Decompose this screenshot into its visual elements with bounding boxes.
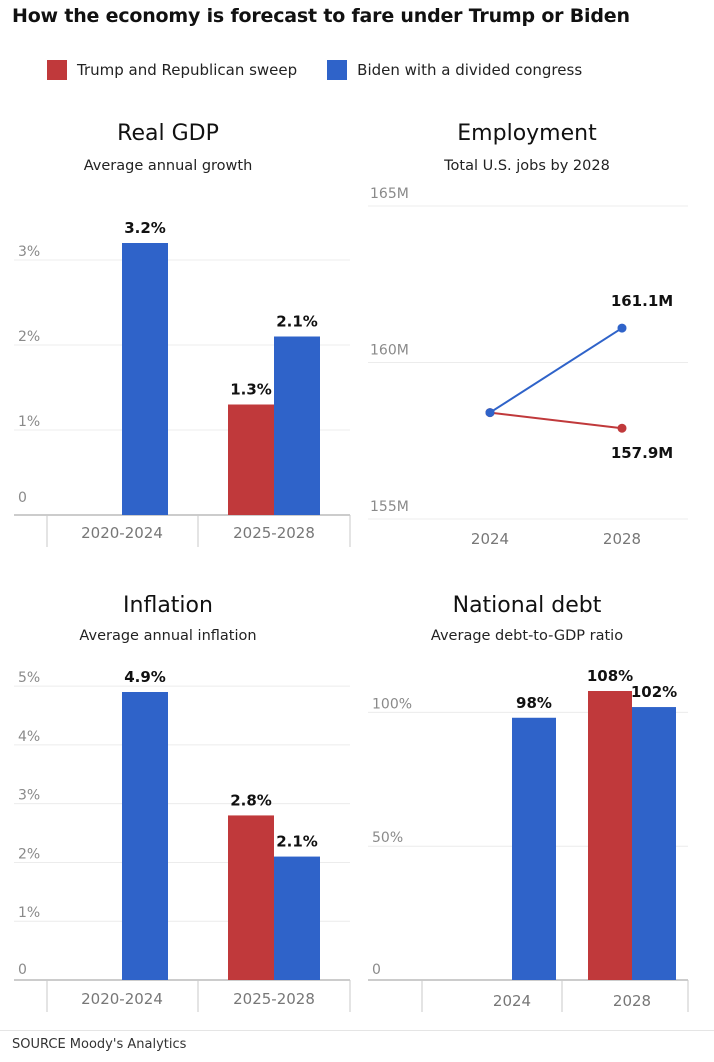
chart4-bar <box>632 707 676 980</box>
chart2-series-line <box>489 411 623 430</box>
chart3-subtitle: Average annual inflation <box>79 628 256 644</box>
legend-label-trump: Trump and Republican sweep <box>77 61 298 79</box>
chart3-bar <box>274 856 320 980</box>
chart3-category-label: 2025-2028 <box>233 990 315 1008</box>
chart4-ytick-label: 50% <box>372 830 403 846</box>
chart3-data-label: 2.8% <box>230 791 272 809</box>
chart2-title: Employment <box>457 121 597 146</box>
chart2-end-label: 161.1M <box>611 292 673 310</box>
footer-divider <box>0 1030 714 1031</box>
chart2-xtick-label: 2024 <box>471 530 509 548</box>
chart1-ytick-label: 3% <box>18 244 40 260</box>
chart1-category-label: 2020-2024 <box>81 524 163 542</box>
chart2-ytick-label: 165M <box>370 186 409 202</box>
chart4-title: National debt <box>453 593 602 618</box>
chart2-point <box>617 323 627 333</box>
chart1-ytick-label: 0 <box>18 490 27 506</box>
chart3-data-label: 2.1% <box>276 833 318 851</box>
chart1-title: Real GDP <box>117 121 219 146</box>
legend-label-biden: Biden with a divided congress <box>357 61 583 79</box>
page-title: How the economy is forecast to fare unde… <box>12 5 630 27</box>
legend: Trump and Republican sweep Biden with a … <box>47 60 612 80</box>
chart3-ytick-label: 0 <box>18 962 27 978</box>
chart2-end-label: 157.9M <box>611 444 673 462</box>
chart4-bar <box>512 717 556 980</box>
chart4-ytick-label: 0 <box>372 962 381 978</box>
legend-item-trump: Trump and Republican sweep <box>47 60 297 80</box>
chart4-data-label: 102% <box>631 683 677 701</box>
chart1-category-label: 2025-2028 <box>233 524 315 542</box>
chart2-subtitle: Total U.S. jobs by 2028 <box>443 158 610 174</box>
chart1-ytick-label: 1% <box>18 414 40 430</box>
chart3-category-label: 2020-2024 <box>81 990 163 1008</box>
chart3-title: Inflation <box>123 593 213 618</box>
chart1-bar <box>228 404 274 515</box>
chart3-ytick-label: 1% <box>18 905 40 921</box>
chart4-subtitle: Average debt-to-GDP ratio <box>431 628 623 644</box>
legend-item-biden: Biden with a divided congress <box>327 60 582 80</box>
chart1-subtitle: Average annual growth <box>84 158 253 174</box>
chart1-bar <box>274 336 320 515</box>
chart4-category-label: 2028 <box>613 992 651 1010</box>
chart2-point <box>617 423 627 433</box>
legend-swatch-trump <box>47 60 67 80</box>
chart1-data-label: 3.2% <box>124 219 166 237</box>
chart3-ytick-label: 3% <box>18 788 40 804</box>
chart2-xtick-label: 2028 <box>603 530 641 548</box>
chart3-ytick-label: 2% <box>18 846 40 862</box>
chart1-data-label: 1.3% <box>230 381 272 399</box>
chart2-point <box>485 408 495 418</box>
chart3-bar <box>228 815 274 980</box>
chart2-ytick-label: 160M <box>370 343 409 359</box>
chart3-ytick-label: 4% <box>18 729 40 745</box>
chart1-ytick-label: 2% <box>18 329 40 345</box>
chart4-data-label: 98% <box>516 694 552 712</box>
source-note: SOURCE Moody's Analytics <box>12 1037 187 1052</box>
chart3-data-label: 4.9% <box>124 668 166 686</box>
chart3-bar <box>122 692 168 980</box>
chart2-series-line <box>489 327 623 414</box>
chart2-ytick-label: 155M <box>370 499 409 515</box>
chart4-ytick-label: 100% <box>372 696 412 712</box>
chart3-ytick-label: 5% <box>18 670 40 686</box>
chart1-data-label: 2.1% <box>276 313 318 331</box>
chart4-category-label: 2024 <box>493 992 531 1010</box>
legend-swatch-biden <box>327 60 348 80</box>
chart4-data-label: 108% <box>587 667 633 685</box>
chart4-bar <box>588 691 632 980</box>
chart1-bar <box>122 243 168 515</box>
